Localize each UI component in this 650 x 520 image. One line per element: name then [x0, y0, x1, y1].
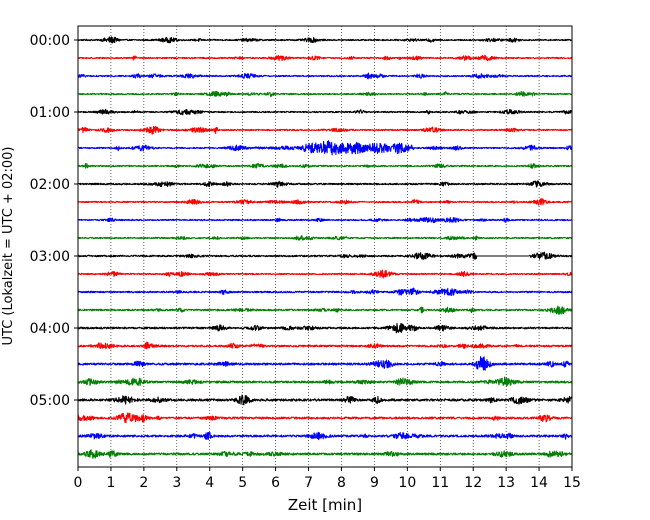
x-tick-label: 5 [238, 475, 247, 491]
y-tick-label: 05:00 [30, 393, 70, 409]
y-tick-label: 03:00 [30, 249, 70, 265]
x-axis-title: Zeit [min] [288, 496, 362, 514]
seismo-trace [77, 341, 573, 350]
x-tick-label: 3 [172, 475, 181, 491]
x-tick-label: 1 [106, 475, 115, 491]
trace-group [77, 36, 573, 459]
seismo-trace [77, 54, 573, 62]
y-axis-ticks: 00:00 01:00 02:00 03:00 04:00 05:00 [30, 33, 78, 409]
plot-frame [77, 25, 573, 468]
seismo-trace [77, 431, 573, 441]
seismo-trace [77, 162, 573, 169]
seismo-trace [77, 449, 573, 459]
x-tick-label: 4 [205, 475, 214, 491]
seismo-trace [77, 305, 573, 315]
seismo-trace [77, 125, 573, 135]
x-tick-label: 2 [139, 475, 148, 491]
y-tick-label: 01:00 [30, 105, 70, 121]
seismo-trace [77, 251, 573, 261]
x-tick-label: 14 [530, 475, 548, 491]
seismo-trace [77, 356, 573, 371]
x-tick-label: 10 [398, 475, 416, 491]
x-tick-label: 8 [337, 475, 346, 491]
seismo-trace [77, 376, 573, 387]
y-tick-label: 04:00 [30, 321, 70, 337]
seismo-trace [77, 108, 573, 116]
x-tick-label: 15 [563, 475, 581, 491]
x-tick-label: 9 [370, 475, 379, 491]
y-tick-label: 02:00 [30, 177, 70, 193]
seismo-trace [77, 36, 573, 44]
x-tick-label: 7 [304, 475, 313, 491]
seismo-trace [77, 412, 573, 424]
seismo-trace [77, 287, 573, 297]
x-tick-label: 11 [431, 475, 449, 491]
seismo-trace [77, 269, 573, 279]
x-tick-label: 0 [74, 475, 83, 491]
x-tick-label: 12 [464, 475, 482, 491]
x-tick-label: 13 [497, 475, 515, 491]
seismo-trace [77, 140, 573, 156]
seismo-trace [77, 198, 573, 206]
y-axis-title: UTC (Lokalzeit = UTC + 02:00) [1, 147, 16, 346]
seismo-trace [77, 90, 573, 98]
seismo-trace [77, 394, 573, 406]
y-tick-label: 00:00 [30, 33, 70, 49]
seismo-trace [77, 180, 573, 188]
x-axis-ticks: 0 1 2 3 4 5 6 7 8 9 10 11 12 13 14 15 [74, 467, 581, 491]
seismo-trace [77, 322, 573, 334]
seismo-trace [77, 72, 573, 80]
seismo-trace [77, 235, 573, 241]
seismo-trace [77, 216, 573, 224]
x-tick-label: 6 [271, 475, 280, 491]
